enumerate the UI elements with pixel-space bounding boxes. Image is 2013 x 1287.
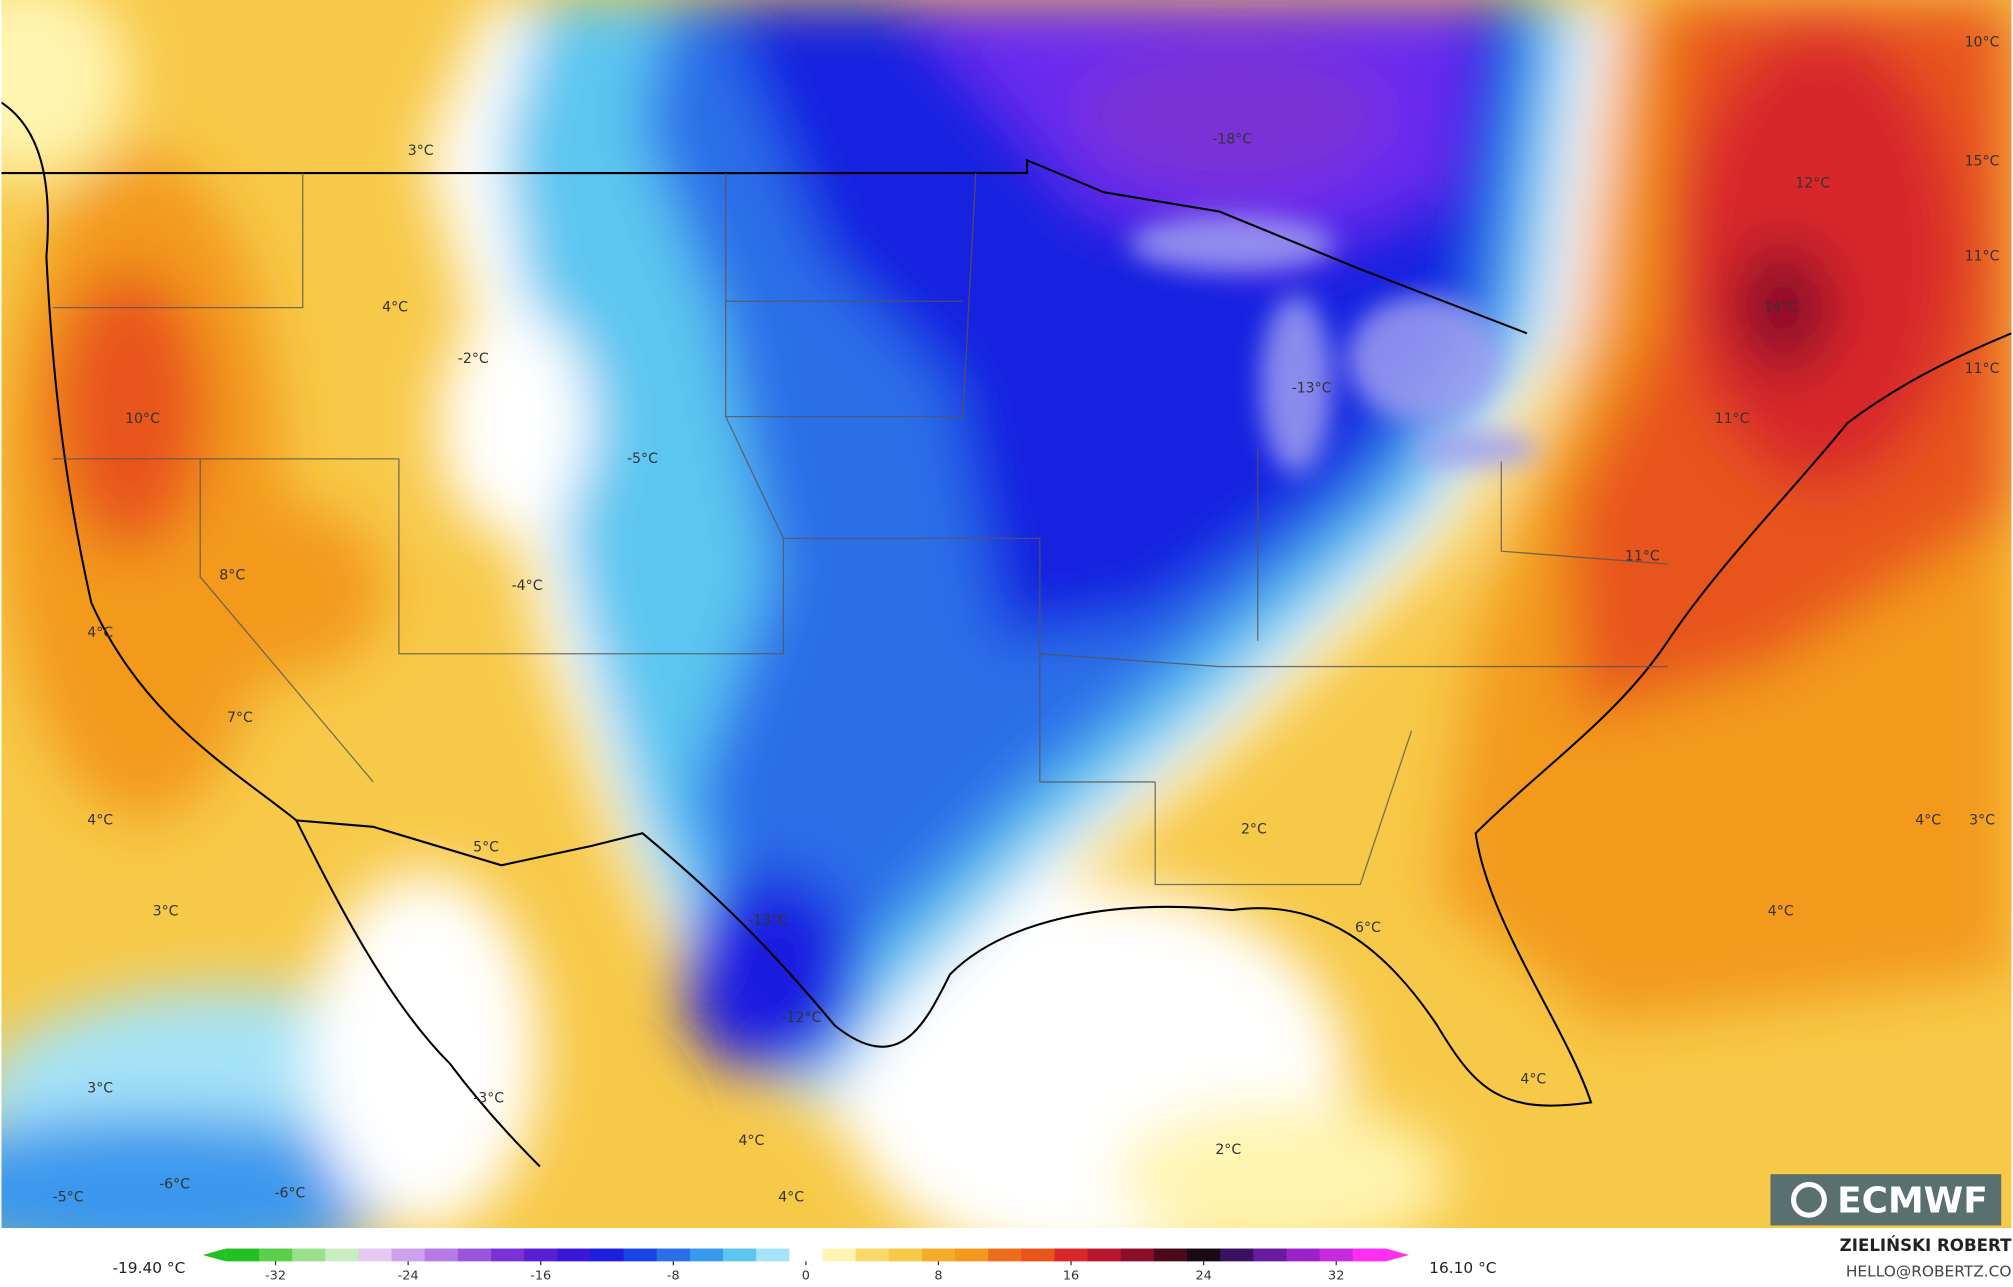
colorbar-segment [756, 1248, 790, 1262]
borders [1, 101, 2012, 1168]
colorbar-segment [1120, 1248, 1155, 1262]
colorbar-segment [1286, 1248, 1321, 1262]
temperature-label: 12°C [1795, 175, 1830, 191]
colorbar-tick-label: -32 [265, 1268, 286, 1283]
temperature-label: 6°C [1355, 920, 1381, 936]
colorbar-segment [1021, 1248, 1056, 1262]
temperature-label: 14°C [1763, 300, 1798, 316]
temperature-label: 10°C [1965, 34, 2000, 50]
temperature-label: 3°C [408, 143, 434, 159]
colorbar-segment [1087, 1248, 1122, 1262]
temperature-labels: 3°C 4°C -2°C 10°C -5°C 8°C -4°C 4°C 7°C 4°C 3°C 5°C… [53, 34, 2000, 1205]
colorbar-tick-label: -16 [530, 1268, 551, 1283]
colorbar-segment [292, 1248, 326, 1262]
temperature-label: -18°C [1212, 132, 1252, 148]
logo-icon [1791, 1181, 1827, 1218]
colorbar-segment [1153, 1248, 1188, 1262]
colorbar-segment [491, 1248, 525, 1262]
colorbar-segment [623, 1248, 658, 1262]
colorbar-segment [955, 1248, 989, 1262]
colorbar-segment [789, 1248, 824, 1262]
colorbar-tick-label: 0 [802, 1268, 810, 1283]
colorbar-segment [1220, 1248, 1254, 1262]
colorbar-tick-label: 8 [934, 1268, 942, 1283]
temperature-label: 3°C [1969, 812, 1995, 828]
temperature-label: 4°C [1520, 1071, 1546, 1087]
temperature-label: 11°C [1965, 361, 2000, 377]
colorbar-tick-label: 32 [1328, 1268, 1344, 1283]
temperature-label: 4°C [382, 300, 408, 316]
colorbar-segment [590, 1248, 625, 1262]
temperature-label: -13°C [748, 912, 788, 928]
temperature-label: 3°C [153, 903, 179, 919]
colorbar-segment [689, 1248, 724, 1262]
credit-email: HELLO@ROBERTZ.CO [1846, 1263, 2012, 1281]
logo: ECMWF [1770, 1174, 2002, 1226]
colorbar-segment [888, 1248, 923, 1262]
colorbar-segment [391, 1248, 426, 1262]
colorbar-tick-label: -8 [667, 1268, 680, 1283]
temperature-label: 3°C [87, 1080, 113, 1096]
colorbar: -19.40 °C 16.10 °C -32 -24 -16 -8 0 8 16 24 32 [112, 1248, 1497, 1283]
temperature-label: -6°C [274, 1185, 305, 1201]
colorbar-segment [557, 1248, 592, 1262]
temperature-label: -12°C [781, 1010, 821, 1026]
temperature-label: 4°C [778, 1189, 804, 1205]
logo-text: ECMWF [1837, 1181, 1988, 1222]
temperature-label: 5°C [473, 839, 499, 855]
temperature-label: -5°C [627, 451, 658, 467]
min-label: -19.40 °C [112, 1259, 185, 1277]
colorbar-segment [1319, 1248, 1354, 1262]
colorbar-arrow [1385, 1248, 1410, 1262]
temperature-label: 4°C [87, 625, 113, 641]
colorbar-segment [1253, 1248, 1288, 1262]
temperature-label: 7°C [227, 710, 253, 726]
temperature-label: 4°C [738, 1133, 764, 1149]
temperature-label: -2°C [458, 351, 489, 367]
colorbar-tick-label: 24 [1195, 1268, 1211, 1283]
temperature-label: 10°C [125, 411, 160, 427]
temperature-label: -13°C [1292, 380, 1332, 396]
colorbar-segment [723, 1248, 757, 1262]
temperature-label: -3°C [473, 1091, 504, 1107]
colorbar-segment [225, 1248, 260, 1262]
temperature-label: 2°C [1215, 1142, 1241, 1158]
colorbar-segment [325, 1248, 360, 1262]
max-label: 16.10 °C [1429, 1259, 1496, 1277]
credit-name: ZIELIŃSKI ROBERT [1840, 1236, 2012, 1255]
colorbar-tick-label: 16 [1063, 1268, 1079, 1283]
colorbar-segment [358, 1248, 393, 1262]
colorbar-tick-label: -24 [398, 1268, 419, 1283]
temperature-label: 15°C [1965, 154, 2000, 170]
colorbar-segment [424, 1248, 459, 1262]
temperature-label: 4°C [1768, 903, 1794, 919]
colorbar-segment [988, 1248, 1022, 1262]
temperature-label: -5°C [53, 1189, 84, 1205]
colorbar-segment [921, 1248, 956, 1262]
colorbar-segment [855, 1248, 890, 1262]
colorbar-segment [524, 1248, 558, 1262]
temperature-label: 4°C [1915, 812, 1941, 828]
state-lines [52, 173, 1668, 886]
colorbar-segment [1352, 1248, 1387, 1262]
temperature-label: 11°C [1965, 248, 2000, 264]
temperature-label: 4°C [87, 812, 113, 828]
temperature-label: 11°C [1715, 411, 1750, 427]
colorbar-segment [1054, 1248, 1089, 1262]
temperature-label: 8°C [219, 568, 245, 584]
temperature-label: -6°C [159, 1176, 190, 1192]
colorbar-segment [258, 1248, 293, 1262]
colorbar-segment [822, 1248, 857, 1262]
temperature-label: -4°C [512, 578, 543, 594]
colorbar-segment [1187, 1248, 1221, 1262]
colorbar-segment [656, 1248, 691, 1262]
temperature-label: 2°C [1241, 821, 1267, 837]
colorbar-segment [457, 1248, 492, 1262]
temperature-label: 11°C [1625, 548, 1660, 564]
colorbar-arrow [202, 1248, 226, 1262]
